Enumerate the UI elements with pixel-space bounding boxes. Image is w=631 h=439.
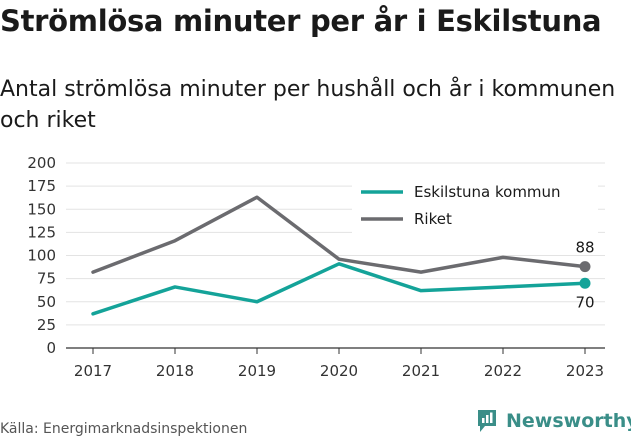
brand-logo: Newsworthy: [476, 408, 631, 434]
chart-title: Strömlösa minuter per år i Eskilstuna: [0, 4, 602, 38]
x-tick-label: 2018: [156, 362, 194, 380]
series-line-0: [91, 262, 587, 316]
x-tick-label: 2019: [238, 362, 276, 380]
y-tick-label: 75: [37, 270, 56, 288]
x-tick-label: 2021: [402, 362, 440, 380]
newsworthy-logo-icon: [478, 410, 496, 432]
y-tick-label: 50: [37, 293, 56, 311]
series-end-point-1: [579, 261, 591, 273]
legend-entry-1: Riket: [414, 210, 452, 228]
y-axis-ticks: 0 25 50 75 100 125 150 175 200: [27, 154, 56, 357]
y-tick-label: 0: [46, 339, 56, 357]
series-line-1: [91, 195, 587, 274]
y-tick-label: 200: [27, 154, 56, 172]
y-tick-label: 175: [27, 177, 56, 195]
legend: Eskilstuna kommun Riket: [352, 176, 598, 234]
x-tick-label: 2020: [320, 362, 358, 380]
chart-subtitle: Antal strömlösa minuter per hushåll och …: [0, 77, 616, 133]
y-tick-label: 150: [27, 200, 56, 218]
x-tick-label: 2022: [484, 362, 522, 380]
legend-background: [352, 176, 598, 234]
x-tick-label: 2023: [566, 362, 604, 380]
source-note: Källa: Energimarknadsinspektionen: [0, 421, 248, 437]
series-end-point-0: [579, 277, 591, 289]
y-tick-label: 125: [27, 223, 56, 241]
legend-entry-0: Eskilstuna kommun: [414, 183, 561, 201]
end-label-riket: 88: [575, 239, 594, 257]
brand-name: Newsworthy: [506, 410, 631, 432]
y-tick-label: 100: [27, 247, 56, 265]
y-tick-label: 25: [37, 316, 56, 334]
x-tick-label: 2017: [74, 362, 112, 380]
series-lines: [91, 195, 591, 316]
x-axis: 2017 2018 2019 2020 2021 2022 2023: [66, 347, 605, 380]
end-labels: 88 70: [575, 239, 594, 312]
end-label-eskilstuna: 70: [575, 293, 594, 311]
